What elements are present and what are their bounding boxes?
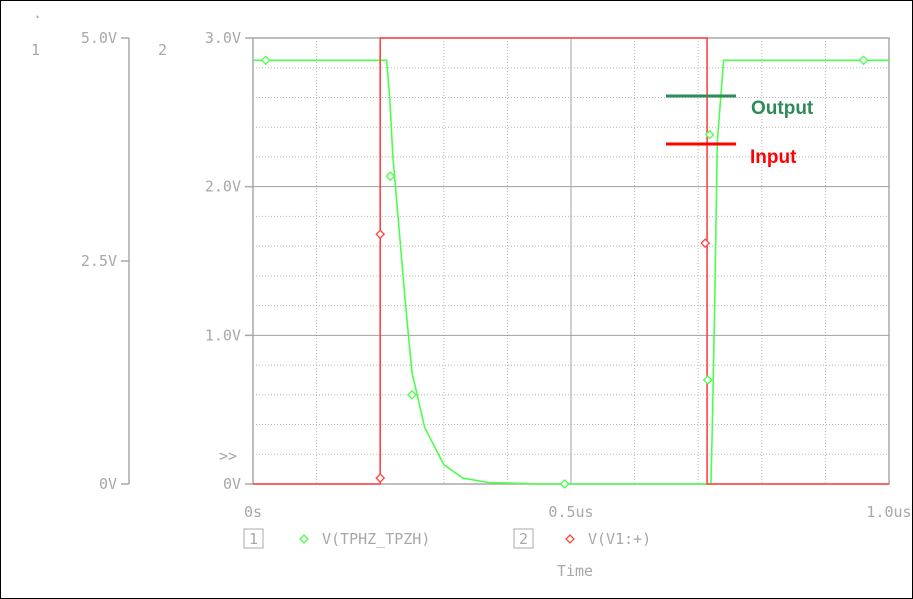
legend-box-1 xyxy=(243,528,264,549)
data-point-marker xyxy=(375,229,386,240)
axis1-dot: · xyxy=(33,8,42,26)
axis2-tick-label: 0V xyxy=(223,475,241,493)
input-annotation-label: Input xyxy=(750,147,797,168)
series-line-2 xyxy=(253,37,889,485)
x-tick-label: 0s xyxy=(244,503,262,521)
data-point-marker xyxy=(704,129,715,140)
marker-layer xyxy=(260,55,869,489)
axis1-number: 1 xyxy=(31,41,40,59)
output-annotation-label: Output xyxy=(751,98,814,119)
data-point-marker xyxy=(700,238,711,249)
data-point-marker xyxy=(260,55,271,66)
legend-marker-2 xyxy=(565,534,575,544)
axis2-tick-label: 1.0V xyxy=(205,326,241,344)
legend-name-2: V(V1:+) xyxy=(588,530,651,548)
x-tick-label: 1.0us xyxy=(866,503,911,521)
axis2-ticks: 0V 1.0V 2.0V 3.0V xyxy=(205,29,253,493)
legend-box-2 xyxy=(513,528,534,549)
x-axis-label: Time xyxy=(557,562,593,580)
data-point-marker xyxy=(559,479,570,489)
axis1-tick-label: 2.5V xyxy=(81,252,117,270)
x-tick-label: 0.5us xyxy=(548,503,593,521)
legend-index-2: 2 xyxy=(519,530,528,548)
axis2-number: 2 xyxy=(158,41,167,59)
legend-marker-1 xyxy=(299,534,309,544)
data-point-marker xyxy=(407,389,417,400)
axis1-ticks: 0V 2.5V 5.0V xyxy=(81,29,129,493)
x-ticks: 0s 0.5us 1.0us xyxy=(244,503,912,521)
data-point-marker xyxy=(702,375,713,385)
data-point-marker xyxy=(375,473,386,483)
annotations: Output Input xyxy=(666,94,814,168)
series-layer xyxy=(253,37,889,485)
grid xyxy=(253,38,889,484)
series-line-1 xyxy=(253,59,889,485)
axis1-tick-label: 5.0V xyxy=(81,29,117,47)
axis2-tick-label: 3.0V xyxy=(205,29,241,47)
legend-index-1: 1 xyxy=(249,530,258,548)
axis-marker: >> xyxy=(219,447,237,465)
axis2-tick-label: 2.0V xyxy=(205,178,241,196)
axis1-tick-label: 0V xyxy=(99,475,117,493)
data-point-marker xyxy=(858,55,869,66)
legend-name-1: V(TPHZ_TPZH) xyxy=(322,530,430,548)
legend: 1 V(TPHZ_TPZH) 2 V(V1:+) xyxy=(243,528,651,549)
data-point-marker xyxy=(385,171,396,182)
